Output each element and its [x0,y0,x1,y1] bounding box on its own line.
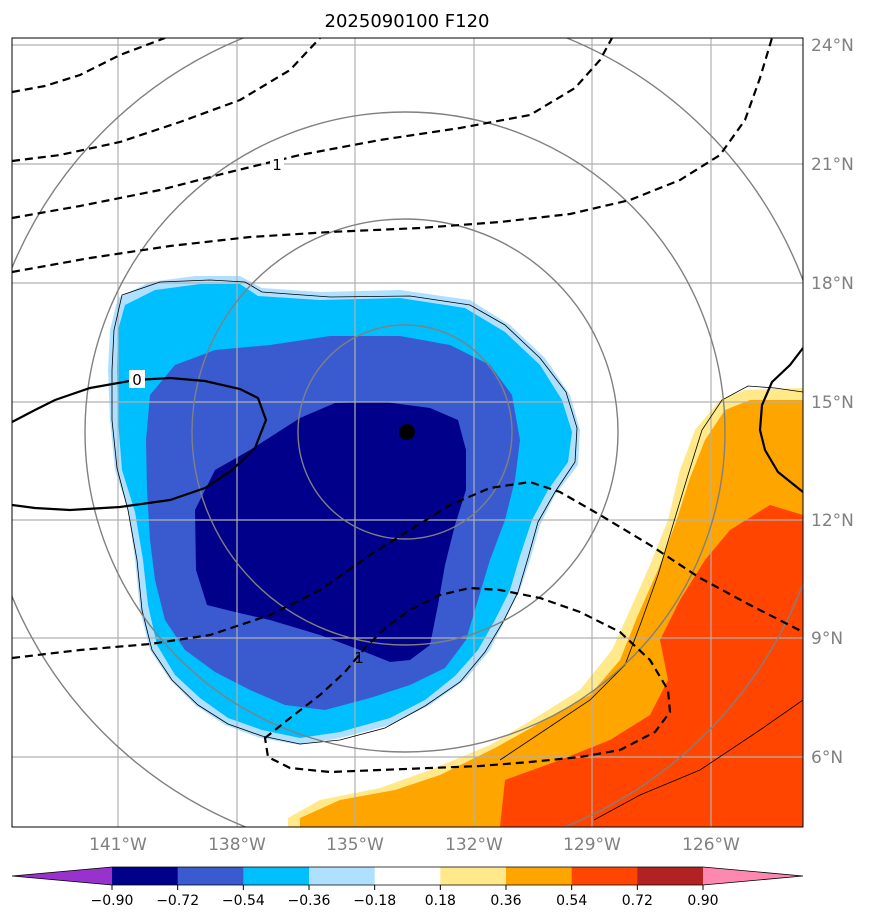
shade-neg-090 [195,402,466,662]
map-frame [11,37,804,828]
shade-outline-pos [499,385,803,761]
colorbar: −0.90 −0.72 −0.54 −0.36 −0.18 0.18 0.36 0.54 0.7… [11,866,804,909]
colorbar-tick-label: −0.36 [288,893,331,909]
lon-labels: 141°W 138°W 135°W 132°W 129°W 126°W [89,835,740,855]
lon-label: 138°W [208,835,266,855]
range-rings [12,38,803,827]
colorbar-extend-low [12,867,112,885]
colorbar-segment [440,867,507,885]
lat-label: 6°N [811,748,843,768]
colorbar-segment [506,867,573,885]
colorbar-segment [243,867,310,885]
lat-label: 18°N [811,274,854,294]
colorbar-extend-high [703,867,803,885]
colorbar-tick-label: 0.36 [490,893,521,909]
lon-label: 135°W [326,835,384,855]
colorbar-tick-label: 0.72 [622,893,653,909]
lon-label: 129°W [563,835,621,855]
colorbar-segment [309,867,376,885]
figure-title: 2025090100 F120 [325,11,490,32]
lon-label: 141°W [89,835,147,855]
contour-label-bg [129,370,145,388]
colorbar-segment [571,867,638,885]
colorbar-tick-label: 0.54 [556,893,587,909]
lat-label: 15°N [811,393,854,413]
shade-outline-pos-2 [593,699,803,821]
contour-label-bg [270,155,284,173]
lat-label: 21°N [811,155,854,175]
map-area: 1 0 1 [12,38,803,827]
graticule [12,38,803,827]
lat-labels: 24°N 21°N 18°N 15°N 12°N 9°N 6°N [811,36,854,768]
colorbar-segment [112,867,179,885]
colorbar-segment [374,867,441,885]
solid-contours [12,347,803,512]
colorbar-tick-label: 0.90 [687,893,718,909]
colorbar-segment [177,867,244,885]
colorbar-tick-label: −0.90 [91,893,134,909]
shade-pos-072 [500,505,803,827]
colorbar-tick-label: 0.18 [425,893,456,909]
lat-label: 24°N [811,36,854,56]
colorbar-tick-label: −0.72 [156,893,199,909]
colorbar-tick-label: −0.18 [353,893,396,909]
lat-label: 12°N [811,511,854,531]
lon-label: 132°W [445,835,503,855]
shade-outline [111,279,578,745]
colorbar-segment [637,867,704,885]
contour-label: 1 [354,649,364,667]
colorbar-tick-label: −0.54 [222,893,265,909]
storm-center-marker [399,424,415,440]
contour-label: 1 [272,156,282,174]
dashed-contours [12,38,803,774]
lat-label: 9°N [811,629,843,649]
lon-label: 126°W [682,835,740,855]
contour-label: 0 [132,371,142,389]
